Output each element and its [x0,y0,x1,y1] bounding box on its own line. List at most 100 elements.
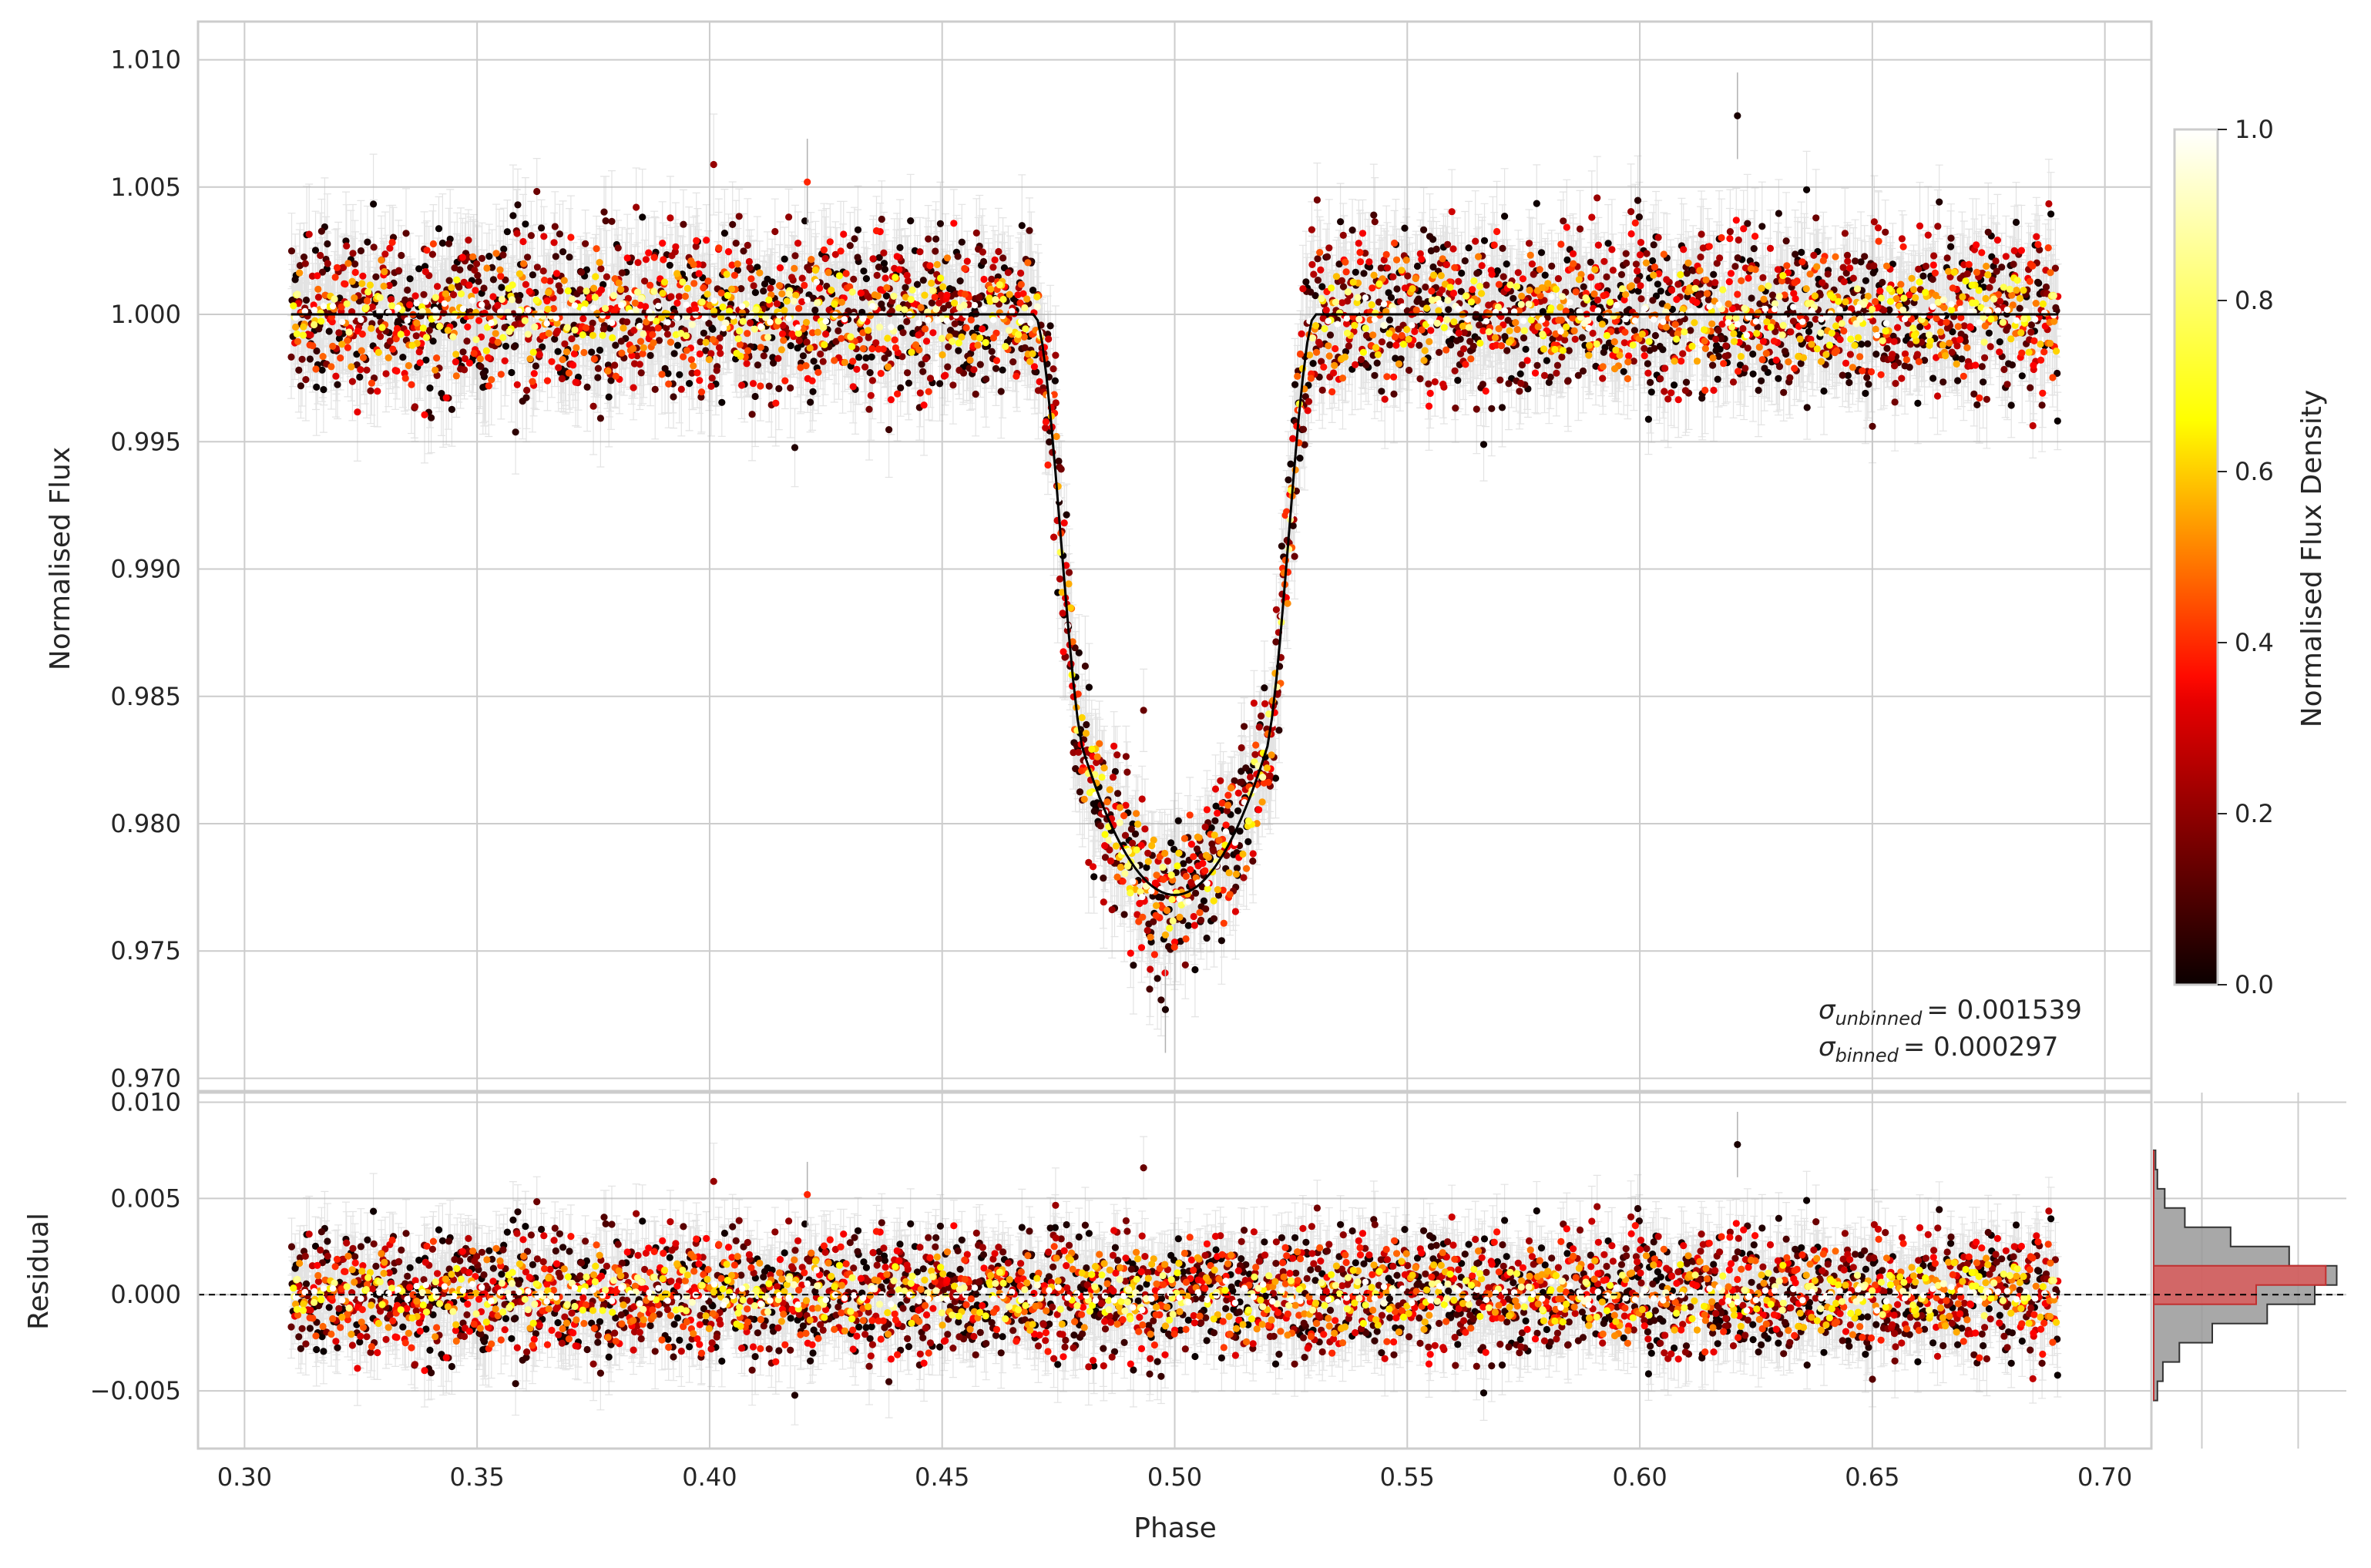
flux-data-point [1668,287,1676,294]
flux-data-point [1167,871,1175,879]
flux-data-point [884,363,892,371]
flux-data-point [432,294,439,301]
binned-flux-point [1836,306,1843,313]
flux-data-point [1338,299,1346,307]
flux-data-point [324,260,331,267]
flux-data-point [950,220,958,227]
flux-data-point [526,355,534,363]
flux-data-point [1435,307,1442,314]
binned-flux-point [2003,306,2011,314]
binned-flux-point [1427,318,1434,325]
flux-data-point [609,334,616,341]
flux-data-point [580,348,588,357]
residual-data-point [1620,1334,1627,1341]
flux-data-point [1314,255,1322,263]
flux-data-point [1411,327,1419,335]
binned-flux-point [1185,898,1192,905]
flux-data-point [1882,327,1889,335]
flux-data-point [636,337,645,345]
flux-data-point [1620,339,1628,347]
binned-flux-point [1557,328,1564,335]
flux-data-point [1744,344,1751,352]
flux-data-point [1526,287,1533,294]
flux-data-point [872,339,880,347]
residual-data-point [1537,1244,1546,1252]
flux-data-point [445,240,453,247]
flux-data-point [650,287,658,295]
residual-data-point [811,1288,819,1295]
flux-data-point [1278,542,1285,550]
flux-data-point [1812,214,1820,222]
residual-data-point [1947,1240,1955,1247]
flux-data-point [1506,327,1513,334]
flux-data-point [1426,389,1434,398]
flux-data-point [1856,315,1864,323]
flux-data-point [867,391,875,399]
flux-data-point [529,378,536,385]
flux-data-point [1214,886,1221,894]
flux-data-point [637,294,646,302]
flux-data-point [2025,348,2033,356]
flux-data-point [402,230,410,237]
flux-data-point [2052,304,2060,311]
flux-data-point [1060,648,1067,656]
flux-data-point [1714,352,1723,361]
flux-data-point [881,265,889,274]
flux-data-point [2003,381,2011,388]
flux-data-point [1247,773,1254,781]
flux-data-point [774,317,782,325]
flux-data-point [673,299,681,307]
flux-data-point [807,398,814,406]
binned-flux-point [1585,324,1592,332]
flux-data-point [1065,580,1073,588]
flux-data-point [1348,227,1356,234]
flux-data-point [470,350,478,358]
flux-data-point [1422,284,1429,291]
flux-data-point [1571,335,1579,343]
flux-data-point [1906,341,1914,348]
flux-data-point [903,271,911,279]
flux-data-point [1630,358,1637,365]
flux-data-point [1146,985,1154,993]
flux-data-point [875,324,884,331]
residual-data-point [1318,1270,1326,1278]
flux-data-point [1560,217,1567,225]
flux-data-point [1980,338,1988,346]
flux-data-point [344,337,351,344]
flux-data-point [428,250,437,258]
flux-data-point [817,350,824,358]
binned-flux-point [404,317,411,324]
flux-data-point [802,362,810,370]
flux-data-point [1844,257,1852,265]
residual-data-point [781,1249,788,1257]
binned-flux-point [989,317,997,324]
flux-data-point [1960,372,1967,380]
flux-data-point [1506,338,1513,346]
flux-data-point [568,335,576,343]
flux-data-point [1342,268,1350,276]
flux-data-point [1840,327,1848,335]
flux-data-point [366,281,374,289]
flux-data-point [1775,363,1784,371]
flux-data-point [1120,911,1128,918]
flux-data-point [1106,786,1113,794]
flux-data-point [650,253,658,261]
flux-data-point [1318,386,1326,394]
flux-data-point [1763,318,1771,326]
flux-data-point [1150,918,1157,925]
flux-data-point [1182,872,1190,880]
flux-data-point [589,319,596,327]
flux-data-point [892,344,899,352]
flux-data-point [918,361,925,368]
flux-data-point [1916,222,1924,230]
flux-data-point [661,364,669,372]
flux-data-point [1425,380,1432,388]
flux-data-point [1849,274,1857,282]
flux-data-point [1059,609,1066,617]
flux-data-point [1052,351,1060,359]
flux-data-point [1455,329,1463,337]
binned-flux-point [562,307,569,314]
flux-data-point [873,271,881,279]
binned-flux-point [980,305,988,313]
flux-data-point [1080,795,1088,803]
